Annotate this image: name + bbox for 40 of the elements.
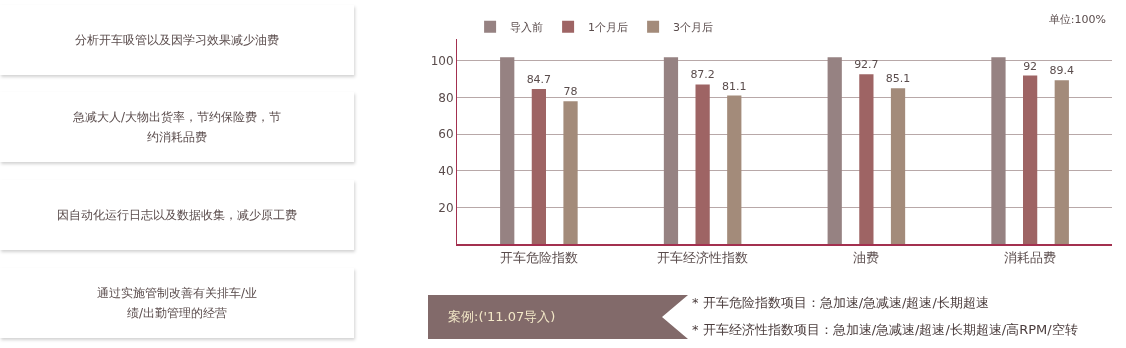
- data-label: 78: [563, 85, 578, 99]
- data-label: 92.7: [854, 58, 879, 72]
- data-label: 89.4: [1049, 64, 1075, 78]
- bar: [500, 57, 515, 244]
- text: 单位:100%: [1048, 12, 1106, 27]
- bar: [663, 57, 679, 244]
- data-label: 81.1: [722, 79, 747, 93]
- bar: [1054, 80, 1069, 244]
- data-label: 87.2: [690, 68, 715, 82]
- text: * 开车危险指数项目：急加速/急减速/超速/长期超速: [692, 294, 989, 312]
- bar: [695, 84, 710, 244]
- bar: [827, 57, 842, 244]
- bar: [991, 57, 1006, 244]
- text: 因自动化运行日志以及数据收集，减少原工费: [57, 207, 297, 224]
- y-tick-label: 20: [438, 200, 454, 215]
- y-tick-label: 80: [438, 90, 454, 105]
- text: 分析开车吸管以及因学习效果减少油费: [75, 32, 279, 49]
- text: 案例:('11.07导入): [428, 295, 688, 339]
- legend-label: 3个月后: [673, 20, 714, 34]
- y-tick-label: 40: [438, 163, 454, 178]
- x-tick-label: 开车经济性指数: [657, 249, 749, 265]
- text: 急减大人/大物出货率，节约保险费，节约消耗品费: [72, 109, 282, 146]
- bar: [531, 88, 546, 244]
- text: * 开车经济性指数项目：急加速/急减速/超速/长期超速/高RPM/空转: [692, 321, 1078, 339]
- x-tick-label: 油费: [853, 249, 880, 265]
- data-label: 92: [1023, 59, 1038, 73]
- bar: [1023, 75, 1038, 244]
- bar: [727, 95, 742, 244]
- legend-label: 1个月后: [588, 20, 629, 34]
- x-tick-label: 开车危险指数: [499, 249, 578, 265]
- bar: [890, 88, 906, 244]
- y-tick-label: 100: [430, 54, 454, 69]
- bar: [859, 74, 874, 244]
- x-tick-label: 消耗品费: [1004, 249, 1057, 265]
- y-tick-label: 60: [438, 127, 454, 142]
- legend-label: 导入前: [510, 20, 544, 34]
- text: 通过实施管制改善有关排车/业绩/出勤管理的经营: [95, 285, 258, 322]
- data-label: 84.7: [526, 72, 552, 86]
- bar: [563, 101, 578, 244]
- data-label: 85.1: [885, 72, 911, 86]
